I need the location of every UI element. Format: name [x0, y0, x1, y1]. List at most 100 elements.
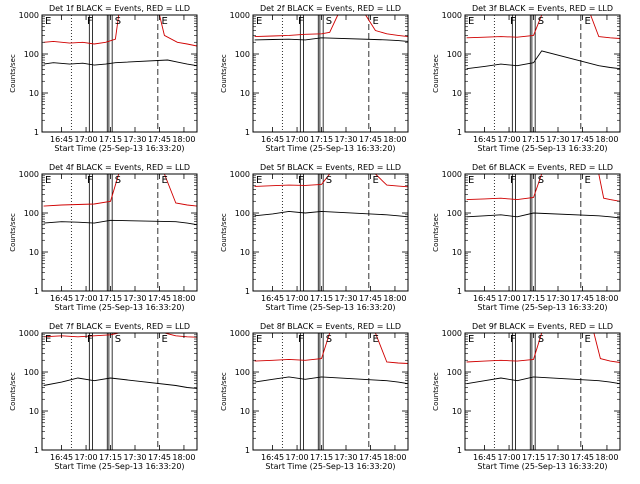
- y-tick-label: 10: [240, 407, 250, 416]
- x-tick-label: 17:00: [498, 453, 521, 462]
- x-tick-label: 18:00: [595, 294, 618, 303]
- y-tick-label: 10: [29, 248, 39, 257]
- plot-frame: [252, 173, 409, 292]
- y-tick-label: 1: [245, 287, 250, 296]
- series-lld-line: [43, 332, 198, 338]
- x-tick-label: 17:45: [571, 294, 594, 303]
- x-tick-label: 17:15: [522, 453, 545, 462]
- y-tick-label: 100: [24, 368, 39, 377]
- x-axis-label: Start Time (25-Sep-13 16:33:20): [477, 462, 607, 471]
- annotation-label: S: [115, 16, 121, 27]
- annotation-label: F: [298, 16, 304, 27]
- panel-det-3: Det 3f BLACK = Events, RED = LLD 1 10 100 10…: [432, 4, 621, 153]
- y-axis-label: Counts/sec: [9, 372, 17, 411]
- plot-frame: [41, 14, 198, 133]
- annotation-label: E: [468, 175, 474, 186]
- y-tick-label: 1: [34, 446, 39, 455]
- y-axis-label: Counts/sec: [9, 213, 17, 252]
- y-tick-label: 1000: [230, 329, 250, 338]
- panel-title: Det 3f BLACK = Events, RED = LLD: [472, 4, 613, 13]
- panel-title: Det 5f BLACK = Events, RED = LLD: [260, 163, 401, 172]
- y-tick-label: 100: [235, 50, 250, 59]
- annotation-label: S: [538, 16, 544, 27]
- x-axis-label: Start Time (25-Sep-13 16:33:20): [477, 144, 607, 153]
- y-axis-label: Counts/sec: [432, 213, 440, 252]
- annotation-label: F: [87, 334, 93, 345]
- y-tick-label: 1: [457, 287, 462, 296]
- y-tick-label: 1: [457, 128, 462, 137]
- y-tick-label: 1000: [442, 329, 462, 338]
- y-tick-label: 10: [452, 248, 462, 257]
- x-axis-label: Start Time (25-Sep-13 16:33:20): [477, 303, 607, 312]
- annotation-label: S: [326, 334, 332, 345]
- x-axis-label: Start Time (25-Sep-13 16:33:20): [54, 462, 184, 471]
- y-tick-label: 100: [235, 209, 250, 218]
- x-tick-label: 16:45: [473, 453, 496, 462]
- annotation-label: E: [45, 16, 51, 27]
- annotation-label: E: [468, 334, 474, 345]
- series-events-line: [254, 210, 409, 218]
- y-tick-label: 1000: [19, 329, 39, 338]
- x-tick-label: 17:30: [334, 135, 357, 144]
- x-tick-label: 17:45: [148, 294, 171, 303]
- panel-title: Det 8f BLACK = Events, RED = LLD: [260, 322, 401, 331]
- annotation-label: E: [161, 334, 167, 345]
- series-lld-line: [254, 14, 409, 38]
- annotation-label: E: [45, 334, 51, 345]
- x-tick-label: 17:45: [359, 294, 382, 303]
- panel-title: Det 9f BLACK = Events, RED = LLD: [472, 322, 613, 331]
- x-tick-label: 17:30: [123, 135, 146, 144]
- annotation-label: E: [256, 16, 262, 27]
- plot-frame: [464, 14, 621, 133]
- series-events-line: [254, 376, 409, 385]
- x-tick-label: 18:00: [595, 453, 618, 462]
- x-tick-label: 17:00: [286, 294, 309, 303]
- y-axis-label: Counts/sec: [9, 54, 17, 93]
- x-tick-label: 17:15: [99, 135, 122, 144]
- x-tick-label: 16:45: [50, 294, 73, 303]
- y-tick-label: 100: [447, 50, 462, 59]
- plot-frame: [252, 332, 409, 451]
- panel-det-6: Det 6f BLACK = Events, RED = LLD 1 10 100 10…: [432, 163, 621, 312]
- x-tick-label: 17:30: [334, 453, 357, 462]
- panel-det-5: Det 5f BLACK = Events, RED = LLD 1 10 100 10…: [220, 163, 409, 312]
- x-tick-label: 16:45: [473, 294, 496, 303]
- annotation-label: S: [538, 334, 544, 345]
- y-axis-label: Counts/sec: [220, 54, 228, 93]
- x-tick-label: 17:15: [99, 453, 122, 462]
- y-tick-label: 100: [447, 209, 462, 218]
- x-tick-label: 17:30: [334, 294, 357, 303]
- annotation-label: S: [115, 175, 121, 186]
- x-axis-label: Start Time (25-Sep-13 16:33:20): [265, 144, 395, 153]
- panel-title: Det 7f BLACK = Events, RED = LLD: [49, 322, 190, 331]
- panel-det-7: Det 7f BLACK = Events, RED = LLD 1 10 100 10…: [9, 322, 198, 471]
- x-axis-label: Start Time (25-Sep-13 16:33:20): [265, 462, 395, 471]
- panel-det-4: Det 4f BLACK = Events, RED = LLD 1 10 100 10…: [9, 163, 198, 312]
- plot-frame: [41, 332, 198, 451]
- y-tick-label: 1000: [230, 170, 250, 179]
- x-tick-label: 17:30: [123, 294, 146, 303]
- plot-frame: [464, 332, 621, 451]
- x-tick-label: 17:15: [310, 453, 333, 462]
- y-tick-label: 1000: [230, 11, 250, 20]
- y-tick-label: 1000: [19, 11, 39, 20]
- panel-title: Det 6f BLACK = Events, RED = LLD: [472, 163, 613, 172]
- annotation-label: F: [87, 175, 93, 186]
- y-tick-label: 100: [235, 368, 250, 377]
- annotation-label: E: [256, 175, 262, 186]
- series-events-line: [254, 37, 409, 42]
- series-lld-line: [43, 173, 198, 207]
- annotation-label: F: [298, 175, 304, 186]
- annotation-label: E: [256, 334, 262, 345]
- x-tick-label: 17:00: [75, 294, 98, 303]
- x-tick-label: 17:00: [75, 135, 98, 144]
- panel-title: Det 1f BLACK = Events, RED = LLD: [49, 4, 190, 13]
- x-tick-label: 17:15: [522, 294, 545, 303]
- panel-det-2: Det 2f BLACK = Events, RED = LLD 1 10 100 10…: [220, 4, 409, 153]
- y-tick-label: 1: [34, 128, 39, 137]
- series-lld-line: [254, 173, 409, 188]
- y-axis-label: Counts/sec: [432, 372, 440, 411]
- x-axis-label: Start Time (25-Sep-13 16:33:20): [54, 303, 184, 312]
- annotation-label: S: [326, 16, 332, 27]
